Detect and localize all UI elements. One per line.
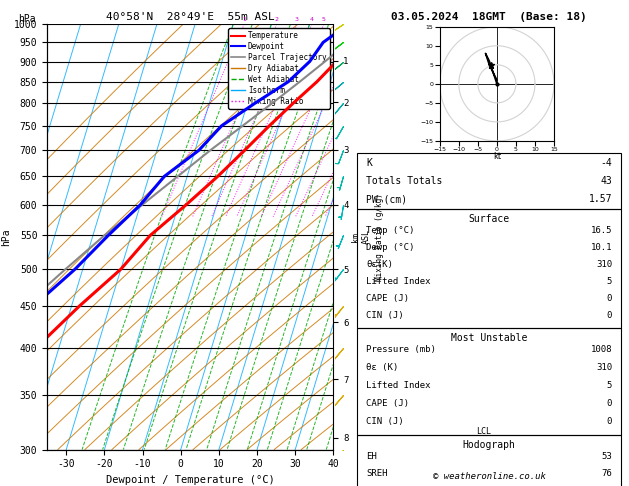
Text: 0: 0 [607, 417, 612, 426]
Bar [357, 435, 621, 486]
Y-axis label: km
ASL: km ASL [351, 229, 370, 244]
Text: CIN (J): CIN (J) [366, 311, 404, 320]
Text: Lifted Index: Lifted Index [366, 381, 430, 390]
Text: Hodograph: Hodograph [462, 440, 516, 450]
Text: © weatheronline.co.uk: © weatheronline.co.uk [433, 472, 545, 481]
Text: 10.1: 10.1 [591, 243, 612, 252]
Legend: Temperature, Dewpoint, Parcel Trajectory, Dry Adiabat, Wet Adiabat, Isotherm, Mi: Temperature, Dewpoint, Parcel Trajectory… [228, 28, 330, 109]
Text: PW (cm): PW (cm) [366, 194, 407, 204]
Text: 5: 5 [607, 381, 612, 390]
Text: 03.05.2024  18GMT  (Base: 18): 03.05.2024 18GMT (Base: 18) [391, 12, 587, 22]
Text: Lifted Index: Lifted Index [366, 277, 430, 286]
Text: Pressure (mb): Pressure (mb) [366, 345, 436, 354]
Text: 43: 43 [601, 176, 612, 186]
Text: 53: 53 [601, 452, 612, 461]
Text: 0: 0 [607, 294, 612, 303]
Text: CIN (J): CIN (J) [366, 417, 404, 426]
Text: θε (K): θε (K) [366, 363, 398, 372]
Text: 5: 5 [322, 17, 326, 22]
Text: SREH: SREH [366, 469, 387, 478]
Text: 1.57: 1.57 [589, 194, 612, 204]
Text: 16.5: 16.5 [591, 226, 612, 235]
Text: hPa: hPa [18, 14, 36, 24]
Text: 1008: 1008 [591, 345, 612, 354]
Text: Temp (°C): Temp (°C) [366, 226, 415, 235]
X-axis label: Dewpoint / Temperature (°C): Dewpoint / Temperature (°C) [106, 475, 275, 485]
Text: 310: 310 [596, 363, 612, 372]
Text: Dewp (°C): Dewp (°C) [366, 243, 415, 252]
Text: -4: -4 [601, 158, 612, 168]
Text: 2: 2 [275, 17, 279, 22]
Bar [357, 209, 621, 328]
Y-axis label: hPa: hPa [1, 228, 11, 246]
Text: CAPE (J): CAPE (J) [366, 294, 409, 303]
Text: 76: 76 [601, 469, 612, 478]
Text: 4: 4 [310, 17, 314, 22]
X-axis label: kt: kt [493, 152, 501, 161]
Bar [357, 153, 621, 209]
Text: EH: EH [366, 452, 377, 461]
Text: K: K [366, 158, 372, 168]
Text: 5: 5 [607, 277, 612, 286]
Text: Most Unstable: Most Unstable [451, 333, 527, 343]
Text: Surface: Surface [469, 214, 509, 224]
Bar [357, 328, 621, 435]
Text: Totals Totals: Totals Totals [366, 176, 442, 186]
Text: LCL: LCL [477, 427, 491, 436]
Text: 0: 0 [607, 311, 612, 320]
Text: 0: 0 [607, 399, 612, 408]
Text: Mixing Ratio (g/kg): Mixing Ratio (g/kg) [375, 193, 384, 281]
Text: θε(K): θε(K) [366, 260, 392, 269]
Text: 1: 1 [242, 17, 246, 22]
Title: 40°58'N  28°49'E  55m ASL: 40°58'N 28°49'E 55m ASL [106, 12, 275, 22]
Text: 3: 3 [295, 17, 299, 22]
Text: CAPE (J): CAPE (J) [366, 399, 409, 408]
Text: 310: 310 [596, 260, 612, 269]
